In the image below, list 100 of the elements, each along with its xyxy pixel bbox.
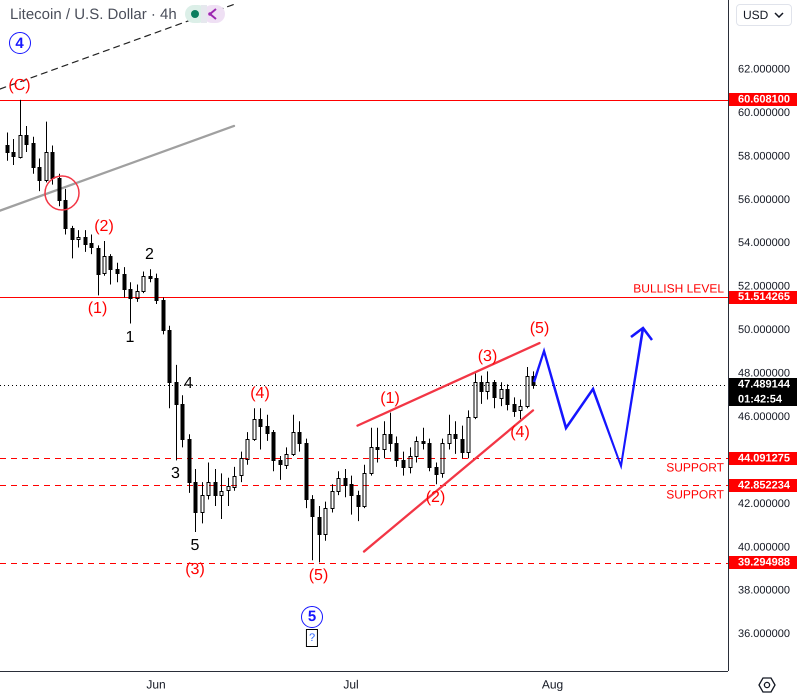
annotation: (3) xyxy=(478,348,498,366)
y-tick-label: 56.000000 xyxy=(738,194,790,206)
annotation: (5) xyxy=(530,320,550,338)
candlestick xyxy=(154,273,158,305)
candlestick xyxy=(512,396,516,418)
candlestick xyxy=(434,462,438,485)
y-tick-label: 42.000000 xyxy=(738,498,790,510)
candlestick xyxy=(382,420,386,459)
annotation: 2 xyxy=(145,246,154,264)
y-tick-label: 47.489144 xyxy=(738,378,791,391)
candlestick xyxy=(214,468,218,506)
y-tick-label: 58.000000 xyxy=(738,150,790,162)
annotation: (C) xyxy=(8,76,31,94)
candlestick xyxy=(148,268,152,283)
candlestick xyxy=(220,472,224,520)
candlestick xyxy=(298,420,302,452)
annotation: 5 xyxy=(301,606,323,628)
candlestick xyxy=(128,282,132,324)
ref-line-label: SUPPORT xyxy=(666,460,725,475)
candlestick xyxy=(226,477,230,506)
x-tick-label: Aug xyxy=(542,678,564,692)
annotation: 3 xyxy=(171,465,180,482)
annotation: (2) xyxy=(94,218,114,236)
x-tick-label: Jun xyxy=(146,678,166,692)
candlestick xyxy=(292,414,296,457)
y-tick-label: 40.000000 xyxy=(738,541,790,554)
candlestick xyxy=(448,414,452,450)
candlestick xyxy=(18,99,22,160)
y-tick-label: 44.091275 xyxy=(738,452,790,464)
candlestick xyxy=(24,125,28,153)
candlestick xyxy=(116,262,120,283)
candlestick xyxy=(422,427,426,450)
y-tick-label: 36.000000 xyxy=(738,628,790,640)
candlestick xyxy=(58,173,62,207)
candlestick xyxy=(388,412,392,452)
ref-line-label: SUPPORT xyxy=(666,488,725,502)
annotation: (2) xyxy=(426,489,446,506)
annotation: (1) xyxy=(380,390,400,407)
candlestick xyxy=(38,158,42,192)
annotation: 1 xyxy=(126,328,134,346)
candlestick xyxy=(394,436,398,468)
y-tick-label: 60.000000 xyxy=(738,106,790,119)
annotation: 4 xyxy=(8,32,30,54)
text: 01:42:54 xyxy=(738,394,783,406)
candlestick xyxy=(466,410,470,459)
candlestick xyxy=(460,425,464,459)
y-tick-label: 62.000000 xyxy=(738,64,790,76)
annotation: (1) xyxy=(88,300,108,318)
candlestick xyxy=(76,230,80,248)
candlestick xyxy=(258,408,262,450)
candlestick xyxy=(12,138,16,166)
candlestick xyxy=(440,438,444,478)
y-tick-label: 39.294988 xyxy=(738,556,790,569)
candlestick xyxy=(350,475,354,516)
y-axis-title: USD xyxy=(743,8,768,22)
annotation: (3) xyxy=(185,561,205,578)
annotation: 5 xyxy=(190,537,200,554)
candlestick xyxy=(284,446,288,470)
candlestick xyxy=(84,230,88,252)
y-tick-label: 50.000000 xyxy=(738,324,790,336)
candlestick xyxy=(414,436,418,464)
candlestick xyxy=(102,240,106,276)
candlestick xyxy=(324,501,328,542)
candlestick xyxy=(206,462,210,500)
y-tick-label: 46.000000 xyxy=(738,410,790,423)
candlestick xyxy=(518,399,522,420)
candlestick xyxy=(356,490,360,522)
candlestick xyxy=(336,470,340,496)
candlestick xyxy=(90,234,94,255)
candlestick xyxy=(318,505,322,563)
y-tick-label: 42.852234 xyxy=(738,479,791,492)
annotation: (4) xyxy=(250,385,270,402)
y-tick-label: 38.000000 xyxy=(738,584,790,597)
ref-line-label: BULLISH LEVEL xyxy=(633,282,724,296)
candlestick xyxy=(200,482,204,524)
candlestick xyxy=(330,484,334,513)
annotation: ? xyxy=(306,629,318,648)
candlestick xyxy=(408,446,412,474)
candlestick xyxy=(310,494,314,561)
y-tick-label: 48.000000 xyxy=(738,368,790,380)
candlestick xyxy=(362,464,366,509)
candlestick xyxy=(136,284,140,302)
candlestick xyxy=(240,451,244,483)
y-tick-label: 54.000000 xyxy=(738,237,790,250)
candlestick xyxy=(44,121,48,183)
candlestick xyxy=(370,427,374,476)
candlestick xyxy=(232,466,236,492)
candlestick xyxy=(344,468,348,498)
candlestick xyxy=(252,408,256,442)
chart-title: Litecoin / U.S. Dollar · 4h xyxy=(10,6,177,22)
currency-dropdown: USD xyxy=(736,4,792,26)
x-tick-label: Jul xyxy=(343,678,359,692)
annotation: 4 xyxy=(184,375,193,392)
candlestick xyxy=(70,225,74,259)
candlestick xyxy=(454,420,458,454)
annotation: (4) xyxy=(510,424,530,442)
candlestick xyxy=(246,432,250,466)
candlestick xyxy=(122,266,126,298)
y-tick-label: 52.000000 xyxy=(738,280,790,293)
annotation: (5) xyxy=(308,567,328,584)
